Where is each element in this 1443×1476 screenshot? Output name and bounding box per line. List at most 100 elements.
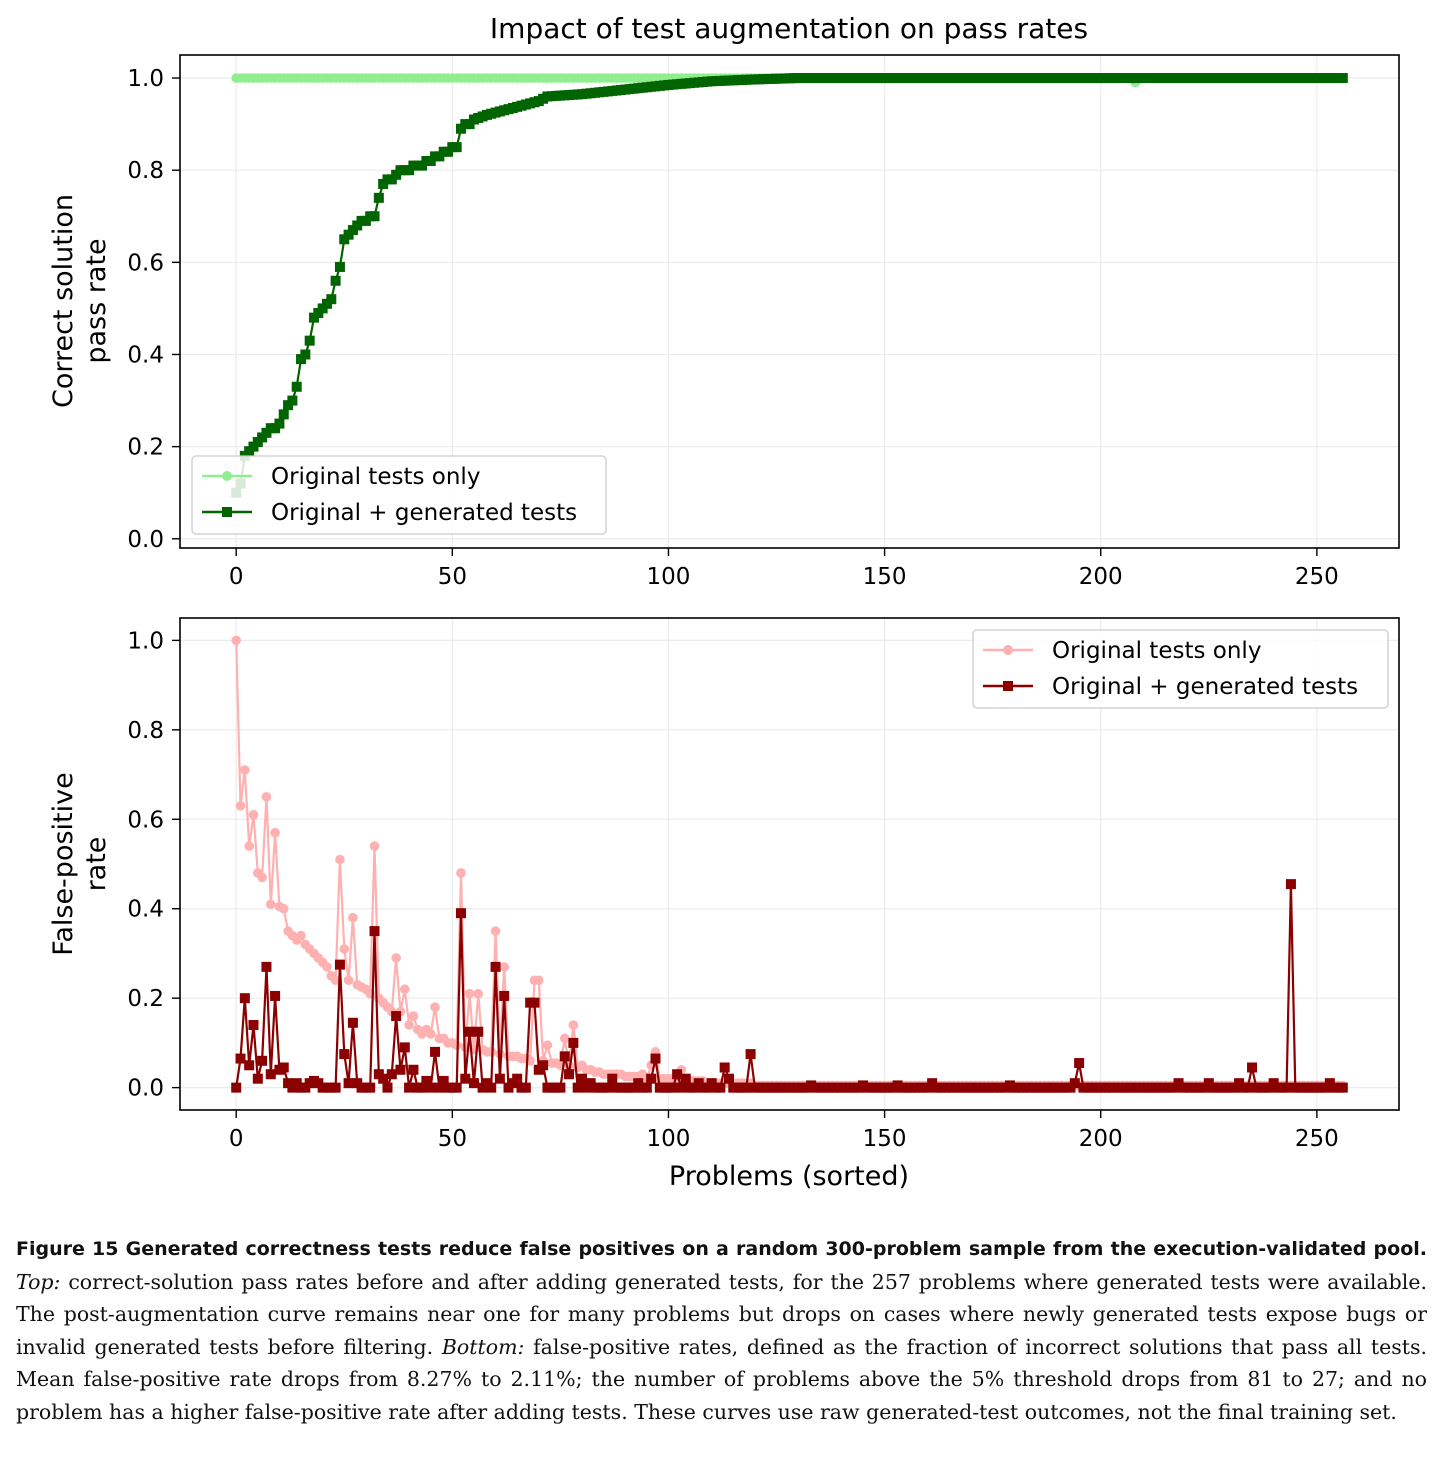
data-point [646, 1073, 657, 1084]
data-point [240, 765, 250, 775]
axes-frame-top [179, 54, 1400, 549]
y-tick-label: 0.6 [127, 807, 164, 833]
data-point [438, 1075, 449, 1086]
data-point [533, 975, 544, 986]
data-point [265, 899, 276, 910]
chart-bottom-false-positive: 0 50 100 150 200 250 0.0 0.2 0.4 0.6 0.8 1.0 Proble… [48, 617, 1400, 1192]
data-point [577, 1073, 588, 1084]
data-point [430, 1046, 441, 1057]
data-point [231, 1082, 242, 1093]
data-point [408, 1064, 419, 1075]
y-tick-label: 0.4 [127, 897, 164, 923]
data-point [607, 1073, 618, 1084]
data-point [529, 997, 540, 1008]
legend-frame [191, 455, 607, 535]
legend-label-original: Original tests only [271, 464, 480, 490]
data-point [494, 1073, 505, 1084]
data-point [572, 1082, 583, 1093]
data-point [257, 872, 267, 883]
data-point [520, 1082, 531, 1093]
x-tick-label: 150 [863, 1126, 907, 1152]
legend-marker-original [1003, 645, 1013, 655]
data-point [473, 1026, 484, 1037]
data-point [334, 959, 345, 970]
data-point [650, 1053, 661, 1064]
series-group-top [231, 73, 1348, 498]
data-point [300, 349, 311, 360]
data-point [391, 1011, 402, 1022]
data-point [339, 1049, 350, 1060]
legend-top: Original tests only Original + generated… [191, 455, 607, 535]
x-tick-label: 0 [229, 564, 244, 590]
data-point [667, 1082, 678, 1093]
data-point [676, 1082, 687, 1093]
data-point [278, 903, 289, 914]
series-line [235, 76, 1343, 494]
data-point [326, 294, 337, 305]
x-tick-label: 250 [1295, 1126, 1339, 1152]
chart-title: Impact of test augmentation on pass rate… [490, 12, 1088, 45]
data-point [278, 409, 289, 420]
caption-top-text: correct-solution pass rates before and a… [16, 1269, 1427, 1359]
data-point [559, 1051, 570, 1062]
data-point [395, 1064, 406, 1075]
y-tick-label: 1.0 [127, 628, 164, 654]
data-point [741, 1082, 752, 1093]
legend-frame [972, 629, 1389, 709]
y-axis-label-line1: False-positive [48, 772, 79, 955]
data-point [499, 990, 510, 1001]
data-point [719, 1062, 730, 1073]
data-point [1281, 1082, 1292, 1093]
y-tick-label: 0.4 [127, 342, 164, 368]
y-tick-label: 0.2 [127, 986, 164, 1012]
data-point [334, 261, 345, 272]
data-point [399, 984, 410, 995]
axes-frame-bottom [179, 617, 1400, 1111]
data-point [473, 988, 484, 999]
figure: Impact of test augmentation on pass rate… [48, 12, 1400, 1192]
y-tick-label: 0.6 [127, 250, 164, 276]
data-point [257, 1055, 268, 1066]
x-axis-label: Problems (sorted) [669, 1161, 909, 1192]
data-point [451, 142, 462, 153]
data-point [715, 1082, 726, 1093]
data-point [434, 1082, 445, 1093]
data-point [244, 841, 254, 851]
data-point [542, 1040, 553, 1050]
data-point [335, 854, 345, 865]
legend-label-original: Original tests only [1052, 638, 1261, 664]
data-point [270, 990, 281, 1001]
x-tick-label: 0 [229, 1126, 244, 1152]
data-point [235, 1053, 246, 1064]
data-point [602, 1082, 613, 1093]
data-point [287, 395, 298, 406]
data-point [386, 1069, 397, 1080]
ticks-bottom: 0 50 100 150 200 250 0.0 0.2 0.4 0.6 0.8 1.0 [127, 628, 1338, 1152]
data-point [568, 1037, 579, 1048]
data-point [369, 926, 380, 937]
data-point [421, 1075, 432, 1086]
data-point [1247, 1062, 1258, 1073]
y-tick-label: 0.8 [127, 718, 164, 744]
data-point [568, 1020, 579, 1030]
data-point [680, 1073, 691, 1084]
data-point [538, 1060, 549, 1071]
data-point [261, 961, 272, 972]
caption-bottom-text: false-positive rates, defined as the fra… [16, 1334, 1427, 1424]
legend-marker-augmented [1003, 681, 1013, 691]
data-point [348, 912, 358, 923]
data-point [399, 1042, 410, 1053]
data-point [265, 1069, 276, 1080]
y-tick-label: 0.8 [127, 158, 164, 184]
y-tick-label: 0.0 [127, 527, 164, 553]
data-point [239, 993, 250, 1004]
caption-label: Figure 15 Generated correctness tests re… [16, 1238, 1427, 1260]
data-point [244, 1060, 255, 1071]
data-point [270, 827, 280, 838]
data-point [417, 1082, 428, 1093]
data-point [745, 1049, 756, 1060]
data-point [248, 1020, 259, 1031]
data-point [460, 1073, 471, 1084]
legend-bottom: Original tests only Original + generated… [972, 629, 1389, 709]
data-point [291, 381, 302, 392]
